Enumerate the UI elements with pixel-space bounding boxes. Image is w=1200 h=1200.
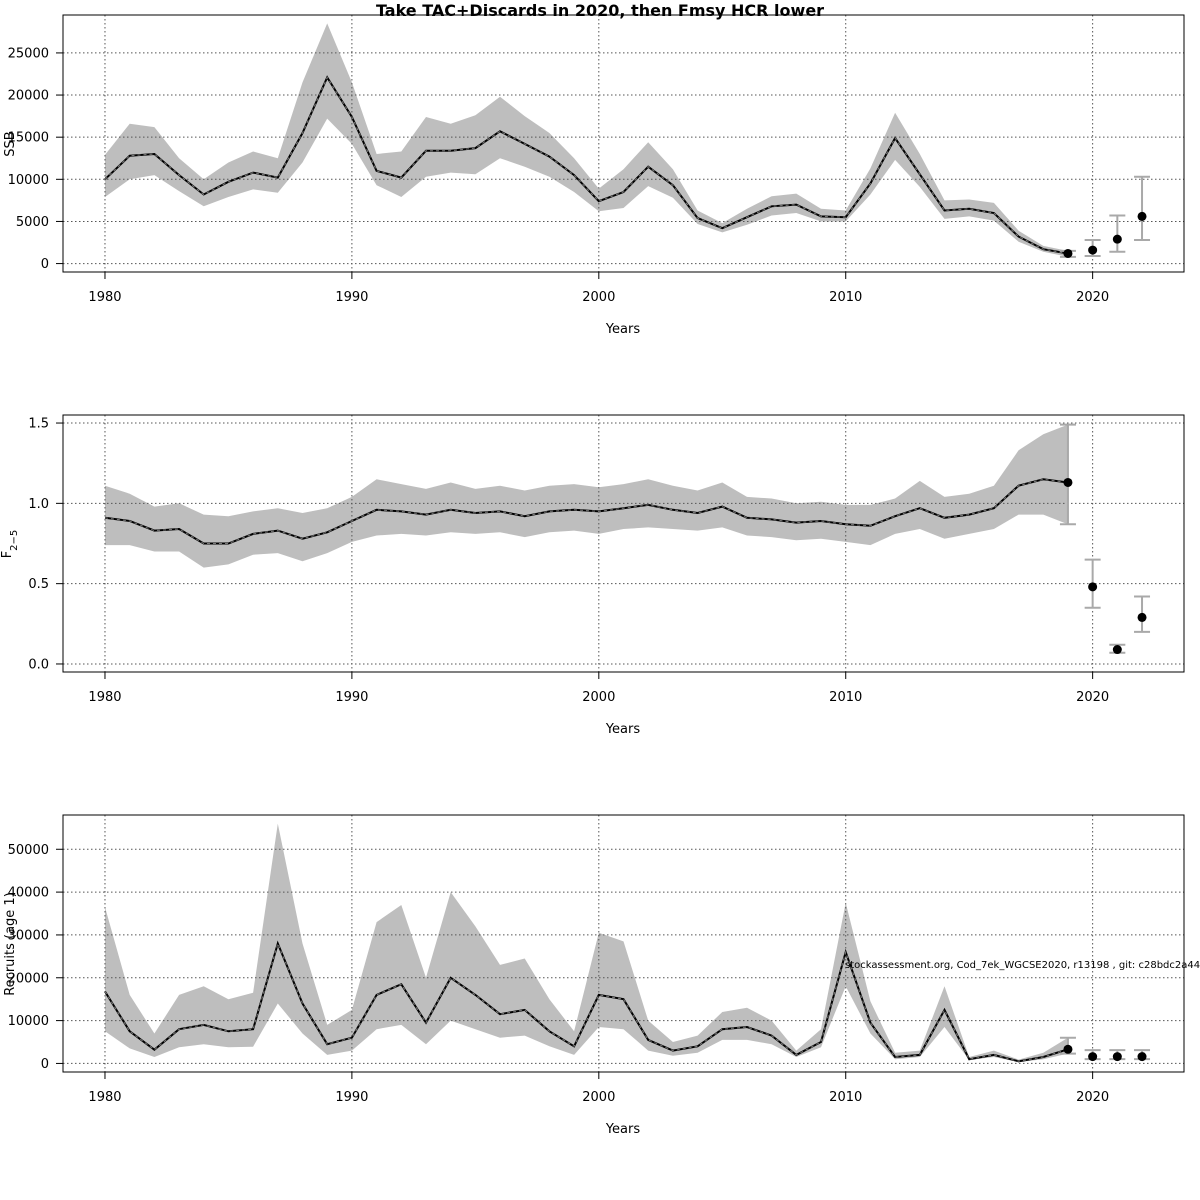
- source-annotation: stockassessment.org, Cod_7ek_WGCSE2020, …: [845, 960, 1200, 971]
- recruits-ytick-label: 40000: [8, 886, 49, 901]
- f-ytick-label: 0.5: [28, 577, 49, 592]
- f-xtick-label: 1980: [88, 690, 121, 705]
- recruits-forecast-point: [1137, 1052, 1147, 1062]
- ssb-forecast-point: [1112, 234, 1122, 244]
- recruits-plot-frame: [62, 814, 1185, 1073]
- recruits-xtick-label: 2010: [829, 1090, 862, 1105]
- f-xlabel: Years: [605, 722, 641, 737]
- f-xtick-label: 2020: [1076, 690, 1109, 705]
- recruits-forecast-point: [1112, 1052, 1122, 1062]
- f-forecast-point: [1088, 582, 1098, 592]
- f-xtick-label: 2000: [582, 690, 615, 705]
- ssb-forecast-point: [1137, 211, 1147, 221]
- f-ylabel: F2−5: [0, 530, 20, 559]
- recruits-xtick-label: 2000: [582, 1090, 615, 1105]
- recruits-xtick-label: 1980: [88, 1090, 121, 1105]
- recruits-panel: Years Recruits (age 1) 1980 1990 2000 2010 2…: [3, 814, 1185, 1137]
- ssb-estimate-line: [104, 75, 1069, 255]
- ssb-ytick-label: 5000: [16, 215, 49, 230]
- recruits-xtick-label: 2020: [1076, 1090, 1109, 1105]
- recruits-xtick-label: 1990: [335, 1090, 368, 1105]
- ssb-panel: Years SSB 1980 1990 2000 2010 2020 0 5000 10000…: [3, 14, 1185, 337]
- ssb-xtick-label: 1980: [88, 290, 121, 305]
- recruits-forecast-point: [1063, 1044, 1073, 1054]
- recruits-xlabel: Years: [605, 1122, 641, 1137]
- ssb-ytick-label: 25000: [8, 46, 49, 61]
- f-forecast-point: [1112, 645, 1122, 655]
- ssb-ci-band: [105, 23, 1068, 257]
- recruits-estimate-dash: [104, 941, 1069, 1062]
- f-estimate-dash: [104, 478, 1068, 544]
- recruits-ci-band: [105, 823, 1068, 1063]
- ssb-xtick-label: 2010: [829, 290, 862, 305]
- recruits-ytick-label: 50000: [8, 843, 49, 858]
- ssb-forecast-point: [1063, 248, 1073, 258]
- recruits-ytick-label: 10000: [8, 1014, 49, 1029]
- ssb-ytick-label: 0: [41, 257, 49, 272]
- recruits-ytick-label: 20000: [8, 971, 49, 986]
- ssb-xtick-label: 1990: [335, 290, 368, 305]
- ssb-plot-frame: [62, 14, 1185, 273]
- ssb-xtick-label: 2020: [1076, 290, 1109, 305]
- recruits-ytick-label: 30000: [8, 928, 49, 943]
- ssb-forecast-point: [1088, 245, 1098, 255]
- f-ytick-label: 1.5: [28, 417, 49, 432]
- f-ylabel-main: F: [0, 551, 15, 558]
- f-plot-frame: [62, 414, 1185, 673]
- f-ytick-label: 0.0: [28, 657, 49, 672]
- ssb-ytick-label: 10000: [8, 173, 49, 188]
- f-ci-band: [105, 424, 1068, 568]
- f-ytick-label: 1.0: [28, 497, 49, 512]
- ssb-xlabel: Years: [605, 322, 641, 337]
- f-panel: Years F2−5 1980 1990 2000 2010 2020 0.0 0.5 1.0…: [0, 414, 1185, 737]
- f-ylabel-sub: 2−5: [9, 530, 20, 551]
- ssb-ylabel: SSB: [3, 131, 18, 156]
- main-title: Take TAC+Discards in 2020, then Fmsy HCR…: [376, 1, 824, 20]
- f-xtick-label: 2010: [829, 690, 862, 705]
- ssb-ytick-label: 15000: [8, 131, 49, 146]
- ssb-xtick-label: 2000: [582, 290, 615, 305]
- recruits-ytick-label: 0: [41, 1057, 49, 1072]
- f-forecast-point: [1137, 612, 1147, 622]
- f-forecast-point: [1063, 477, 1073, 487]
- f-xtick-label: 1990: [335, 690, 368, 705]
- recruits-forecast-point: [1088, 1052, 1098, 1062]
- ssb-ytick-label: 20000: [8, 89, 49, 104]
- recruits-ylabel: Recruits (age 1): [3, 892, 18, 996]
